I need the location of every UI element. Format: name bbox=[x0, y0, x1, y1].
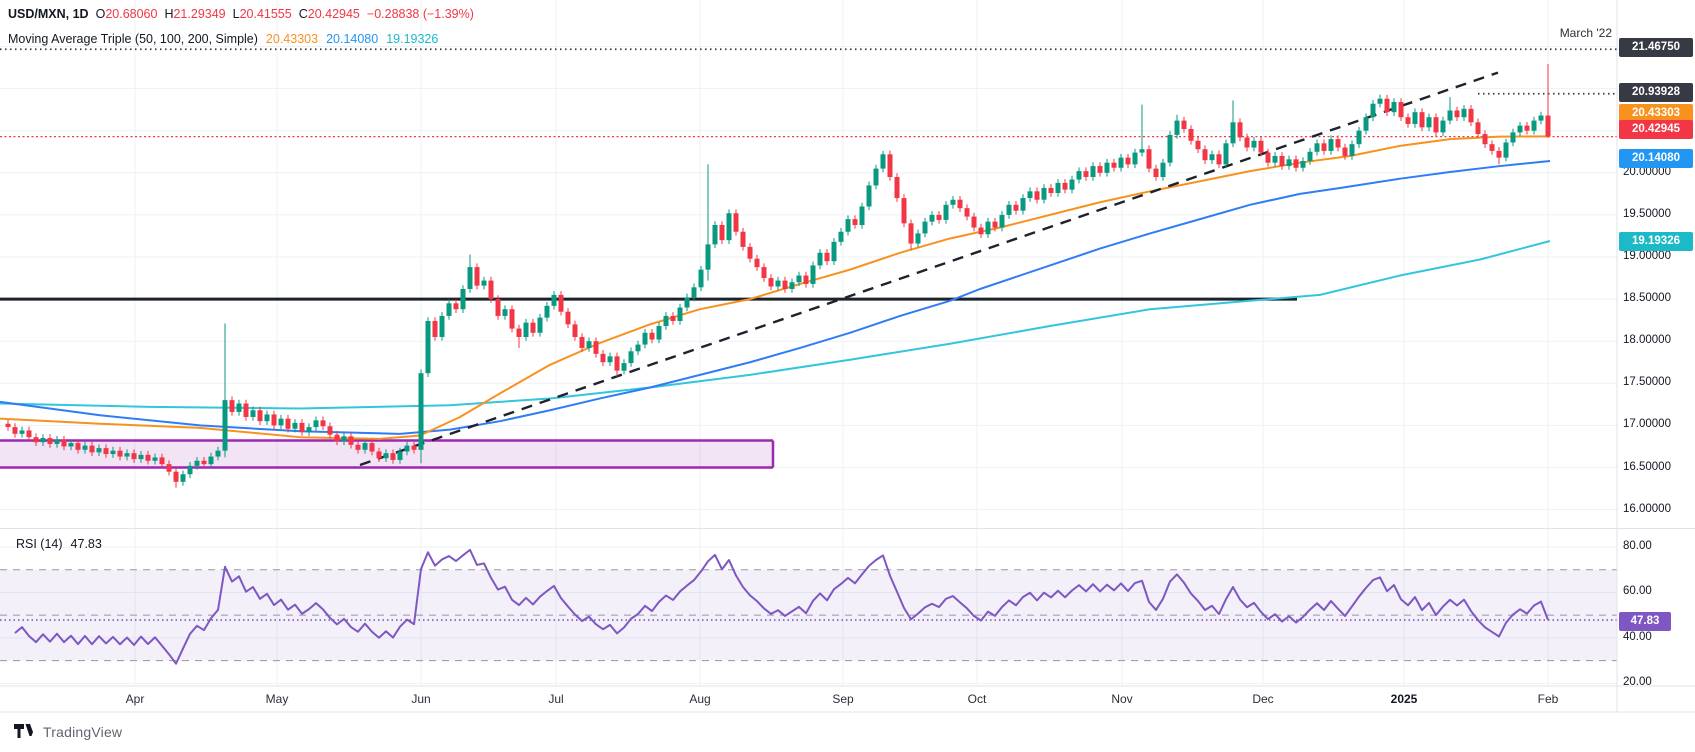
ma100-value: 20.14080 bbox=[326, 32, 379, 46]
time-axis-label-Nov: Nov bbox=[1111, 692, 1133, 706]
price-badge-20.93928: 20.93928 bbox=[1619, 82, 1693, 102]
time-axis-label-Apr: Apr bbox=[125, 692, 145, 706]
ma-legend[interactable]: Moving Average Triple (50, 100, 200, Sim… bbox=[8, 32, 438, 46]
price-badge-47.83: 47.83 bbox=[1619, 611, 1671, 631]
price-badge-19.19326: 19.19326 bbox=[1619, 231, 1693, 251]
tradingview-logo-icon bbox=[14, 724, 36, 738]
price-tick-19.50000: 19.50000 bbox=[1623, 207, 1671, 220]
rsi-legend[interactable]: RSI (14) 47.83 bbox=[16, 537, 102, 551]
price-tick-18.50000: 18.50000 bbox=[1623, 292, 1671, 305]
time-axis-label-Sep: Sep bbox=[832, 692, 854, 706]
ohlc-open: O20.68060 bbox=[95, 7, 158, 21]
price-tick-16.50000: 16.50000 bbox=[1623, 460, 1671, 473]
symbol-legend[interactable]: USD/MXN, 1D O20.68060 H21.29349 L20.41555 C2… bbox=[8, 7, 474, 21]
time-axis-label-Dec: Dec bbox=[1252, 692, 1274, 706]
time-axis-label-May: May bbox=[265, 692, 289, 706]
time-axis-label-Jul: Jul bbox=[548, 692, 564, 706]
rsi-value: 47.83 bbox=[70, 537, 102, 551]
price-tick-16.00000: 16.00000 bbox=[1623, 502, 1671, 515]
ma-line-sma-200[interactable] bbox=[0, 240, 1551, 410]
change-value: −0.28838 (−1.39%) bbox=[366, 7, 474, 21]
candlestick-series bbox=[5, 63, 1551, 488]
price-tick-17.00000: 17.00000 bbox=[1623, 418, 1671, 431]
ma-line-sma-100[interactable] bbox=[0, 160, 1551, 435]
price-badge-20.42945: 20.42945 bbox=[1619, 119, 1693, 139]
price-tick-19.00000: 19.00000 bbox=[1623, 250, 1671, 262]
ohlc-high: H21.29349 bbox=[164, 7, 226, 21]
time-axis-label-2025: 2025 bbox=[1390, 692, 1418, 706]
ohlc-low: L20.41555 bbox=[232, 7, 292, 21]
time-axis-label-Oct: Oct bbox=[967, 692, 987, 706]
ohlc-close: C20.42945 bbox=[298, 7, 360, 21]
tradingview-attribution[interactable]: TradingView bbox=[14, 724, 122, 740]
price-badge-20.14080: 20.14080 bbox=[1619, 148, 1693, 168]
time-axis-label-Jun: Jun bbox=[411, 692, 431, 706]
rsi-tick-60.00: 60.00 bbox=[1623, 585, 1652, 598]
rsi-tick-80.00: 80.00 bbox=[1623, 540, 1652, 552]
time-axis[interactable] bbox=[0, 686, 1617, 712]
price-tick-17.50000: 17.50000 bbox=[1623, 376, 1671, 389]
rsi-line[interactable] bbox=[14, 548, 1549, 665]
level-annotation-march-22: March '22 bbox=[1559, 26, 1612, 40]
price-tick-20.00000: 20.00000 bbox=[1623, 165, 1671, 178]
tradingview-brand-text: TradingView bbox=[43, 724, 123, 740]
price-badge-21.46750: 21.46750 bbox=[1619, 37, 1693, 57]
rsi-indicator-title: RSI (14) bbox=[16, 537, 63, 551]
price-tick-18.00000: 18.00000 bbox=[1623, 334, 1671, 347]
rsi-tick-20.00: 20.00 bbox=[1623, 676, 1652, 689]
dashed-trendline bbox=[359, 71, 1499, 467]
time-axis-label-Aug: Aug bbox=[689, 692, 711, 706]
ma-indicator-title: Moving Average Triple (50, 100, 200, Sim… bbox=[8, 32, 258, 46]
time-axis-label-Feb: Feb bbox=[1537, 692, 1559, 706]
rsi-tick-40.00: 40.00 bbox=[1623, 630, 1652, 643]
ma200-value: 19.19326 bbox=[386, 32, 439, 46]
ma-line-sma-50[interactable] bbox=[0, 135, 1551, 440]
ma50-value: 20.43303 bbox=[265, 32, 319, 46]
symbol-title[interactable]: USD/MXN, 1D bbox=[8, 7, 89, 21]
price-badge-20.43303: 20.43303 bbox=[1619, 103, 1693, 123]
